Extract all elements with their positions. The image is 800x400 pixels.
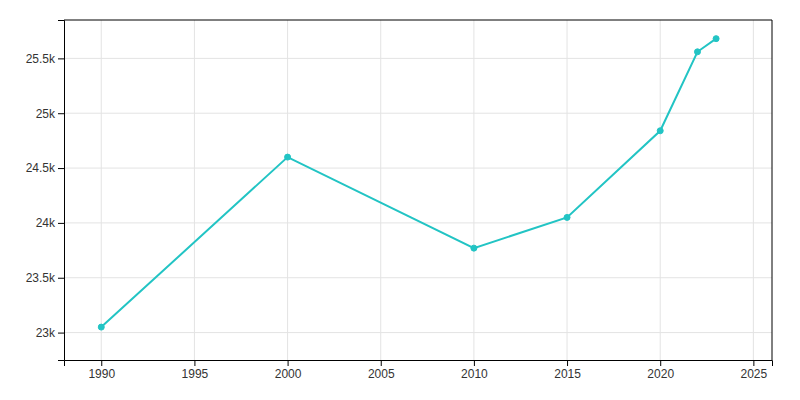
y-tick-label: 23k	[36, 326, 56, 340]
chart-svg: 1990 1995 2000 2005 2010 2015 2020 2025 23k 23.5k…	[0, 0, 800, 400]
point	[713, 36, 719, 42]
grid-line-y	[64, 168, 772, 169]
point	[564, 214, 570, 220]
point	[694, 49, 700, 55]
y-tick: 25k	[36, 107, 64, 121]
x-tick-mark	[101, 360, 102, 366]
point	[471, 245, 477, 251]
grid-line-y	[64, 58, 772, 59]
y-tick-label: 23.5k	[26, 271, 56, 285]
grid-line-x	[287, 20, 288, 360]
x-tick-mark	[660, 360, 661, 366]
y-tick-label: 25k	[36, 107, 56, 121]
x-tick-mark	[567, 360, 568, 366]
x-tick-mark	[194, 360, 195, 366]
x-tick: 2020	[647, 360, 674, 381]
x-tick-mark	[381, 360, 382, 366]
grid-line-x	[101, 20, 102, 360]
x-tick: 2025	[741, 360, 768, 381]
point	[98, 324, 104, 330]
chart-container: 1990 1995 2000 2005 2010 2015 2020 2025 23k 23.5k…	[0, 0, 800, 400]
y-tick-mark	[58, 223, 64, 224]
grid-line-x	[567, 20, 568, 360]
x-tick: 2010	[461, 360, 488, 381]
x-tick-label: 1990	[88, 367, 115, 381]
y-tick-label: 24.5k	[26, 161, 56, 175]
x-tick-label: 2005	[368, 367, 395, 381]
x-tick-label: 2020	[647, 367, 674, 381]
point	[285, 154, 291, 160]
x-tick-mark	[474, 360, 475, 366]
x-tick: 1990	[88, 360, 115, 381]
y-tick: 24k	[36, 216, 64, 230]
y-tick-label: 25.5k	[26, 52, 56, 66]
y-tick: 25.5k	[26, 52, 64, 66]
grid-line-x	[473, 20, 474, 360]
x-axis: 1990 1995 2000 2005 2010 2015 2020 2025	[65, 360, 773, 381]
x-tick-label: 2015	[554, 367, 581, 381]
y-tick-mark	[58, 168, 64, 169]
grid-line-x	[753, 20, 754, 360]
y-tick: 23.5k	[26, 271, 64, 285]
grid	[64, 20, 772, 360]
x-tick-label: 2010	[461, 367, 488, 381]
x-tick-label: 1995	[182, 367, 209, 381]
y-tick-label: 24k	[36, 216, 56, 230]
grid-line-y	[64, 222, 772, 223]
point	[657, 128, 663, 134]
x-tick-label: 2000	[275, 367, 302, 381]
marks	[98, 36, 719, 330]
grid-line-y	[64, 113, 772, 114]
plot-area: 1990 1995 2000 2005 2010 2015 2020 2025 23k 23.5k…	[26, 20, 773, 381]
x-tick: 2000	[275, 360, 302, 381]
line	[101, 39, 716, 327]
plot-frame-top	[64, 20, 772, 21]
grid-line-y	[64, 332, 772, 333]
grid-line-x	[380, 20, 381, 360]
x-tick: 1995	[182, 360, 209, 381]
x-tick: 2015	[554, 360, 581, 381]
y-tick-mark	[58, 333, 64, 334]
x-tick-mark	[288, 360, 289, 366]
grid-line-y	[64, 277, 772, 278]
y-axis: 23k 23.5k 24k 24.5k 25k 25.5k	[26, 21, 65, 361]
grid-line-x	[660, 20, 661, 360]
x-axis-line	[65, 361, 773, 367]
y-tick: 24.5k	[26, 161, 64, 175]
plot-frame-right	[772, 20, 773, 360]
y-tick-mark	[58, 58, 64, 59]
grid-line-x	[194, 20, 195, 360]
x-tick-label: 2025	[741, 367, 768, 381]
y-tick-mark	[58, 113, 64, 114]
x-tick: 2005	[368, 360, 395, 381]
y-tick-mark	[58, 278, 64, 279]
y-tick: 23k	[36, 326, 64, 340]
y-axis-line	[58, 21, 65, 361]
x-tick-mark	[753, 360, 754, 366]
